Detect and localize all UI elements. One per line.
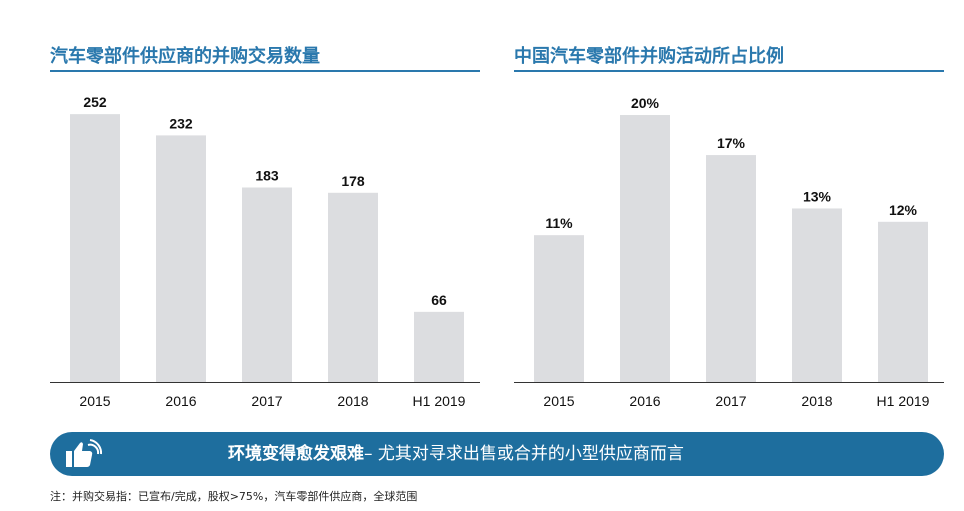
data-label: 12% <box>889 202 918 218</box>
x-tick-label: 2017 <box>251 393 282 409</box>
footnote: 注：并购交易指：已宣布/完成，股权>75%，汽车零部件供应商，全球范围 <box>50 490 418 503</box>
bar-2018 <box>328 192 378 382</box>
takeaway-banner: 环境变得愈发艰难– 尤其对寻求出售或合并的小型供应商而言 <box>50 432 944 476</box>
data-label: 232 <box>169 115 193 131</box>
data-label: 20% <box>631 95 660 111</box>
data-label: 183 <box>255 167 279 183</box>
thumbs-up-icon <box>66 439 102 467</box>
x-tick-label: 2018 <box>801 393 832 409</box>
x-tick-label: H1 2019 <box>413 393 466 409</box>
bar-2017 <box>242 187 292 382</box>
x-tick-label: 2016 <box>629 393 660 409</box>
data-label: 178 <box>341 173 365 189</box>
x-tick-label: 2017 <box>715 393 746 409</box>
x-tick-label: 2015 <box>543 393 574 409</box>
x-tick-label: H1 2019 <box>877 393 930 409</box>
data-label: 17% <box>717 135 746 151</box>
data-label: 66 <box>431 292 447 308</box>
bar-2018 <box>792 208 842 382</box>
banner-text: 环境变得愈发艰难– 尤其对寻求出售或合并的小型供应商而言 <box>228 432 684 476</box>
right-bar-chart: 11% 2015 20% 2016 17% 2017 13% 2018 12% H1 2019 <box>514 95 944 409</box>
right-chart-title: 中国汽车零部件并购活动所占比例 <box>514 46 784 67</box>
x-tick-label: 2018 <box>337 393 368 409</box>
left-bar-chart: 252 2015 232 2016 183 2017 178 2018 66 H1 2019 <box>50 94 480 409</box>
data-label: 13% <box>803 188 832 204</box>
bar-2017 <box>706 155 756 382</box>
bar-2016 <box>620 115 670 382</box>
banner-bold-text: 环境变得愈发艰难 <box>228 444 364 464</box>
bar-2015 <box>70 114 120 382</box>
x-tick-label: 2015 <box>79 393 110 409</box>
bar-2015 <box>534 235 584 382</box>
right-title-rule <box>514 70 944 72</box>
x-tick-label: 2016 <box>165 393 196 409</box>
left-chart-title: 汽车零部件供应商的并购交易数量 <box>50 46 320 67</box>
bar-h1-2019 <box>414 311 464 382</box>
banner-rest-text: – 尤其对寻求出售或合并的小型供应商而言 <box>364 444 684 464</box>
left-title-rule <box>50 70 480 72</box>
data-label: 11% <box>545 215 573 231</box>
data-label: 252 <box>83 94 107 110</box>
bar-2016 <box>156 135 206 382</box>
bar-h1-2019 <box>878 221 928 382</box>
